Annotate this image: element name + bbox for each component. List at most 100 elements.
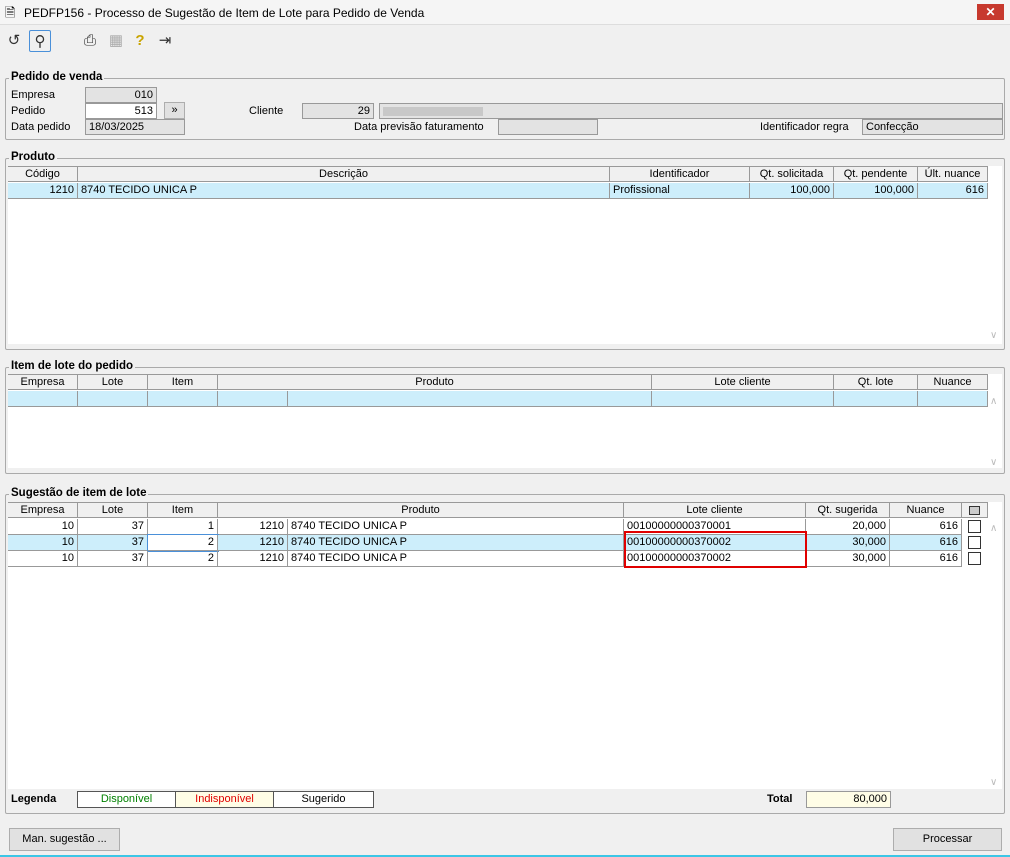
sugestao-group [5,494,1005,814]
go-button[interactable]: » [164,102,185,119]
table-cell[interactable]: 37 [78,551,148,567]
table-cell[interactable]: 1210 [8,183,78,199]
window-title: PEDFP156 - Processo de Sugestão de Item … [24,6,425,20]
column-header[interactable]: Produto [218,374,652,390]
column-header[interactable]: Lote cliente [624,502,806,518]
table-cell[interactable]: 8740 TECIDO UNICA P [288,519,624,535]
produto-group-label: Produto [9,151,58,163]
column-header[interactable]: Identificador [610,166,750,182]
grid-icon[interactable]: ▦ [108,32,124,49]
column-header[interactable]: Qt. lote [834,374,918,390]
cliente-code-field: 29 [302,103,374,119]
produto-group [5,158,1005,350]
item-lote-group-label: Item de lote do pedido [9,360,136,372]
sugestao-group-label: Sugestão de item de lote [9,487,149,499]
search-icon[interactable]: ⚲ [29,30,51,52]
table-cell[interactable]: 8740 TECIDO UNICA P [78,183,610,199]
column-header[interactable]: Nuance [918,374,988,390]
table-cell[interactable]: 37 [78,519,148,535]
close-button[interactable]: ✕ [977,4,1004,20]
man-sugestao-button[interactable]: Man. sugestão ... [9,828,120,851]
table-cell[interactable] [78,391,148,407]
table-cell[interactable]: 100,000 [750,183,834,199]
help-icon[interactable]: ? [135,32,145,49]
table-cell[interactable] [652,391,834,407]
table-cell[interactable]: 100,000 [834,183,918,199]
table-cell[interactable]: 1210 [218,519,288,535]
legend-disponivel: Disponível [77,791,176,808]
table-cell[interactable]: 1210 [218,535,288,551]
pedido-label: Pedido [11,105,46,117]
column-header[interactable]: Item [148,374,218,390]
scroll-up-icon[interactable]: ∧ [990,523,998,534]
title-bar: 🗎 PEDFP156 - Processo de Sugestão de Ite… [0,0,1010,25]
select-all-header[interactable] [962,502,988,518]
column-header[interactable]: Últ. nuance [918,166,988,182]
column-header[interactable]: Nuance [890,502,962,518]
regra-field: Confecção [862,119,1003,135]
column-header[interactable]: Lote [78,502,148,518]
table-cell[interactable]: 616 [890,551,962,567]
scroll-down-icon[interactable]: ∨ [990,457,998,468]
table-cell[interactable]: 8740 TECIDO UNICA P [288,535,624,551]
exit-icon[interactable]: ⇥ [158,32,172,49]
scroll-down-icon[interactable]: ∨ [990,777,998,788]
column-header[interactable]: Lote cliente [652,374,834,390]
table-cell[interactable] [218,391,288,407]
column-header[interactable]: Descrição [78,166,610,182]
table-cell[interactable]: 10 [8,551,78,567]
table-cell[interactable]: 8740 TECIDO UNICA P [288,551,624,567]
table-cell[interactable]: Profissional [610,183,750,199]
column-header[interactable]: Empresa [8,502,78,518]
row-checkbox[interactable] [968,520,981,533]
cliente-name-field [379,103,1003,119]
data-pedido-label: Data pedido [11,121,71,133]
table-cell[interactable] [834,391,918,407]
table-cell[interactable]: 1210 [218,551,288,567]
column-header[interactable]: Item [148,502,218,518]
item-lote-group [5,367,1005,474]
column-header[interactable]: Código [8,166,78,182]
total-field: 80,000 [806,791,891,808]
column-header[interactable]: Qt. solicitada [750,166,834,182]
print-icon[interactable]: ⎙ [83,32,96,49]
table-cell[interactable]: 616 [890,535,962,551]
table-cell[interactable]: 00100000000370001 [624,519,806,535]
data-pedido-field: 18/03/2025 [85,119,185,135]
select-all-icon[interactable] [969,506,980,515]
table-cell[interactable] [918,391,988,407]
table-cell[interactable]: 616 [918,183,988,199]
table-cell[interactable]: 00100000000370002 [624,535,806,551]
table-cell[interactable] [148,391,218,407]
table-cell[interactable]: 2 [147,534,219,552]
table-cell[interactable]: 37 [78,535,148,551]
empresa-field: 010 [85,87,157,103]
undo-icon[interactable]: ↺ [7,32,21,49]
processar-button[interactable]: Processar [893,828,1002,851]
scroll-down-icon[interactable]: ∨ [990,330,998,341]
row-checkbox[interactable] [968,536,981,549]
pedido-field[interactable]: 513 [85,103,157,119]
highlight-box [624,531,807,568]
previsao-field [498,119,598,135]
table-cell[interactable] [288,391,652,407]
table-cell[interactable]: 10 [8,535,78,551]
column-header[interactable]: Qt. sugerida [806,502,890,518]
column-header[interactable]: Produto [218,502,624,518]
table-cell[interactable]: 30,000 [806,551,890,567]
row-checkbox[interactable] [968,552,981,565]
column-header[interactable]: Lote [78,374,148,390]
item-lote-table: Empresa Lote Item Produto Lote cliente Qt. lo… [8,374,1002,468]
table-cell[interactable]: 10 [8,519,78,535]
table-cell[interactable]: 20,000 [806,519,890,535]
table-cell[interactable]: 2 [148,551,218,567]
scroll-up-icon[interactable]: ∧ [990,396,998,407]
regra-label: Identificador regra [760,121,849,133]
document-icon: 🗎 [5,5,16,20]
table-cell[interactable] [8,391,78,407]
table-cell[interactable]: 1 [148,519,218,535]
table-cell[interactable]: 30,000 [806,535,890,551]
column-header[interactable]: Qt. pendente [834,166,918,182]
column-header[interactable]: Empresa [8,374,78,390]
table-cell[interactable]: 616 [890,519,962,535]
